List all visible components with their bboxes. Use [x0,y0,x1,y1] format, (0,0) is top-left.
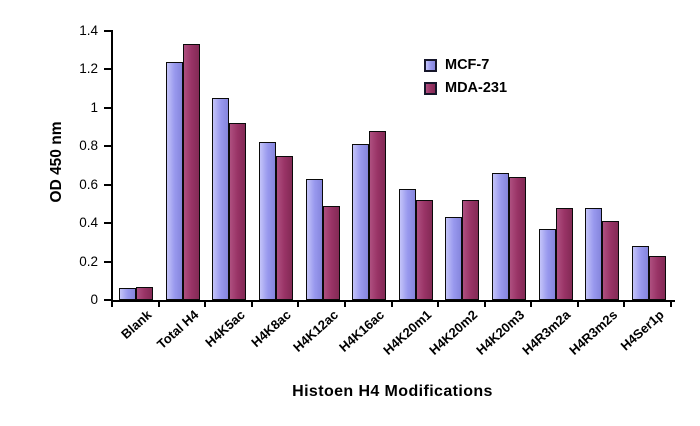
bar-mda231-h4k20m1 [415,200,433,300]
x-category-label: Blank [117,307,155,342]
bar-mcf7-h4k16ac [352,144,370,300]
legend-label-mcf7: MCF-7 [445,57,490,73]
bar-mda231-total-h4 [182,44,200,300]
bar-mcf7-h4r3m2s [585,208,603,300]
bar-group-h4k20m1 [393,31,440,300]
bar-mda231-h4k20m3 [508,177,526,300]
x-tick-mark [483,302,486,307]
bar-group-h4k16ac [346,31,393,300]
y-tick-mark [104,68,111,71]
bar-mda231-h4k12ac [322,206,340,300]
x-tick-mark [437,302,440,307]
bar-mda231-h4r3m2s [602,221,620,300]
x-tick-mark [390,302,393,307]
bar-group-blank [113,31,160,300]
y-tick-label: 0.8 [79,138,98,154]
x-category-label: H4Ser1p [617,307,667,354]
bar-mcf7-h4k20m2 [445,217,463,300]
bar-mcf7-h4k8ac [259,142,277,300]
bar-mcf7-h4k12ac [305,179,323,300]
bar-mda231-blank [136,287,154,300]
y-tick-mark [104,30,111,32]
x-category-label: H4K8ac [248,307,295,351]
legend: MCF-7 MDA-231 [424,57,507,103]
bar-group-h4k8ac [253,31,300,300]
mcf7-color-swatch [424,58,437,72]
y-tick-label: 1 [90,99,98,115]
bar-group-h4k12ac [299,31,346,300]
x-tick-mark [297,302,300,307]
bar-mcf7-total-h4 [165,62,183,300]
x-category-label: H4K20m3 [472,307,528,358]
bar-group-h4r3m2s [579,31,626,300]
x-category-label: H4R3m2a [519,307,574,358]
x-tick-mark [111,302,113,307]
bar-mda231-h4k20m2 [462,200,480,300]
bar-mcf7-h4r3m2a [538,229,556,300]
x-category-label: H4K20m1 [379,307,434,358]
y-tick-mark [104,222,111,225]
mda231-color-swatch [424,81,437,95]
y-tick-label: 0.2 [79,253,98,269]
bar-group-h4k5ac [206,31,253,300]
y-tick-label: 0.4 [79,215,98,231]
x-tick-mark [343,302,346,307]
x-tick-mark [576,302,579,307]
x-category-label: H4K16ac [336,307,388,355]
x-category-label: H4R3m2s [566,307,621,358]
y-axis-line [111,30,113,302]
bar-group-total-h4 [160,31,207,300]
y-tick-mark [104,145,111,148]
bar-group-h4ser1p [625,31,672,300]
y-tick-label: 0.6 [79,176,98,192]
x-tick-mark [157,302,160,307]
bar-mcf7-h4k5ac [212,98,230,300]
x-tick-mark [530,302,533,307]
bar-mda231-h4ser1p [648,256,666,300]
bar-mda231-h4k16ac [369,131,387,300]
y-tick-label: 0 [90,292,98,307]
y-tick-mark [104,183,111,186]
y-tick-mark [104,299,111,301]
legend-label-mda231: MDA-231 [445,80,508,96]
x-tick-mark [670,302,672,307]
bar-group-h4k20m3 [486,31,533,300]
bar-group-h4r3m2a [532,31,579,300]
x-axis-title: Histoen H4 Modifications [292,383,493,400]
x-category-label: H4K12ac [289,307,341,355]
y-tick-label: 1.4 [79,23,98,38]
bar-mcf7-blank [119,288,137,300]
x-category-label: H4K5ac [202,307,248,351]
y-axis-title: OD 450 nm [48,121,65,203]
x-category-label: H4K20m2 [426,307,481,358]
bar-mcf7-h4ser1p [631,246,649,300]
bar-mda231-h4k5ac [229,123,247,300]
y-tick-label: 1.2 [79,61,98,77]
bar-mcf7-h4k20m1 [398,189,416,300]
legend-item-mda231: MDA-231 [424,80,507,96]
y-tick-mark [104,106,111,109]
bar-mda231-h4k8ac [276,156,294,300]
x-tick-mark [204,302,207,307]
bar-mcf7-h4k20m3 [491,173,509,300]
bar-mda231-h4r3m2a [555,208,573,300]
legend-item-mcf7: MCF-7 [424,57,507,73]
bar-group-h4k20m2 [439,31,486,300]
x-axis-line [111,300,675,302]
x-category-label: Total H4 [153,307,201,352]
y-tick-mark [104,260,111,263]
x-tick-mark [250,302,253,307]
x-tick-mark [623,302,626,307]
